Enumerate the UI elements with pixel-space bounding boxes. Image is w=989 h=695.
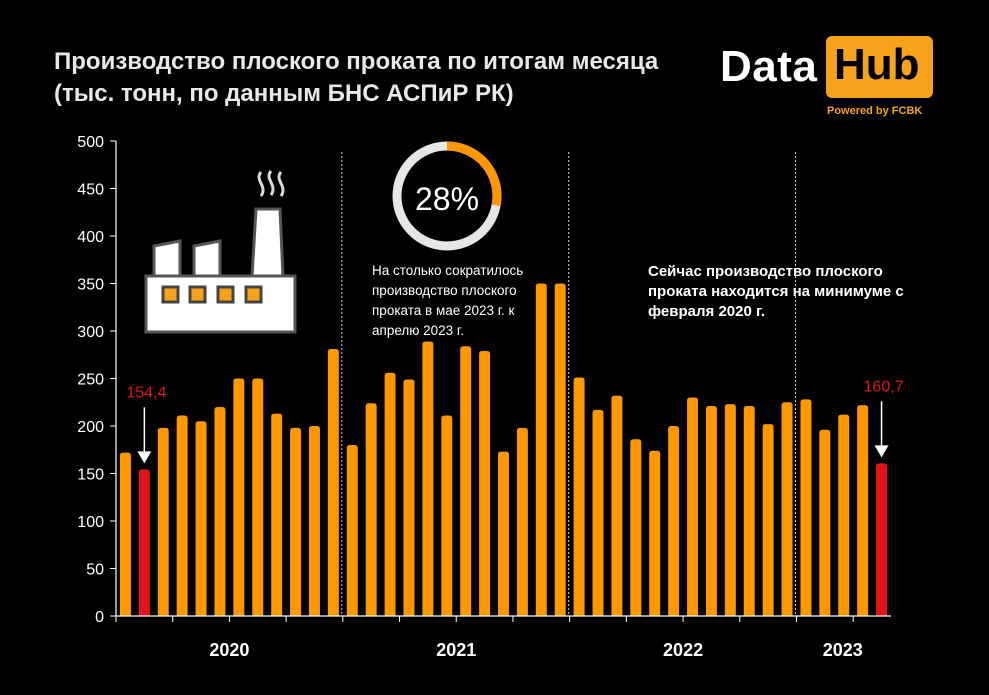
annotation-minimum: Сейчас производство плоского проката нах… <box>648 263 904 320</box>
bar <box>762 424 774 616</box>
bar <box>592 409 604 616</box>
annotation-decline: На столько сократилось производство плос… <box>372 263 524 338</box>
y-tick-label: 500 <box>77 134 104 151</box>
chart-title: Производство плоского проката по итогам … <box>54 48 659 75</box>
bar <box>138 469 150 616</box>
bar <box>214 407 226 616</box>
arrow-head <box>874 445 889 458</box>
donut-gauge: 28% <box>392 141 502 251</box>
x-year-label: 2023 <box>823 640 863 660</box>
bar <box>176 415 188 616</box>
donut-value: 28% <box>415 181 479 217</box>
data-label: 160,7 <box>864 378 904 395</box>
bar <box>327 349 339 616</box>
bar <box>838 414 850 616</box>
y-tick-label: 450 <box>77 182 104 199</box>
bar <box>649 450 661 616</box>
bar <box>819 429 831 616</box>
bar <box>290 427 302 616</box>
logo-word-hub: Hub <box>834 40 920 89</box>
bar <box>611 395 623 616</box>
chart-subtitle: (тыс. тонн, по данным БНС АСПиР РК) <box>54 80 514 107</box>
y-tick-label: 50 <box>86 562 104 579</box>
bar <box>743 406 755 616</box>
x-year-label: 2022 <box>663 640 703 660</box>
logo-word-data: Data <box>720 42 818 91</box>
bar <box>460 346 472 616</box>
bar <box>668 426 680 616</box>
bar <box>157 427 169 616</box>
bar <box>308 426 320 616</box>
bar <box>403 379 415 616</box>
bar <box>857 405 869 616</box>
bar <box>441 415 453 616</box>
bar <box>554 283 566 616</box>
donut-arc <box>446 141 502 207</box>
y-tick-label: 350 <box>77 277 104 294</box>
bar <box>876 463 888 616</box>
bar <box>346 445 358 616</box>
bar <box>119 452 131 616</box>
bar <box>516 427 528 616</box>
bar <box>365 403 377 616</box>
bar <box>252 378 264 616</box>
bar <box>233 378 245 616</box>
bar <box>724 404 736 616</box>
data-label: 154,4 <box>126 384 166 401</box>
bar <box>630 439 642 616</box>
arrow-head <box>137 451 152 464</box>
y-tick-label: 150 <box>77 467 104 484</box>
y-tick-label: 0 <box>95 609 104 626</box>
bar <box>705 406 717 616</box>
bar <box>384 372 396 616</box>
bar <box>479 350 491 616</box>
factory-icon <box>144 170 297 334</box>
logo-tagline: Powered by FCBK <box>827 105 923 117</box>
bar <box>781 402 793 616</box>
x-year-label: 2020 <box>209 640 249 660</box>
bar <box>422 341 434 616</box>
bar <box>498 451 509 616</box>
y-tick-label: 250 <box>77 372 104 389</box>
bar <box>800 399 812 616</box>
bar <box>195 421 207 616</box>
y-tick-label: 300 <box>77 324 104 341</box>
bar <box>535 283 547 616</box>
bar <box>573 377 585 616</box>
x-year-label: 2021 <box>436 640 476 660</box>
logo-hub-box: Hub <box>826 36 933 98</box>
bar <box>271 413 283 616</box>
bar <box>687 397 699 616</box>
y-tick-label: 100 <box>77 514 104 531</box>
y-tick-label: 400 <box>77 229 104 246</box>
y-tick-label: 200 <box>77 419 104 436</box>
